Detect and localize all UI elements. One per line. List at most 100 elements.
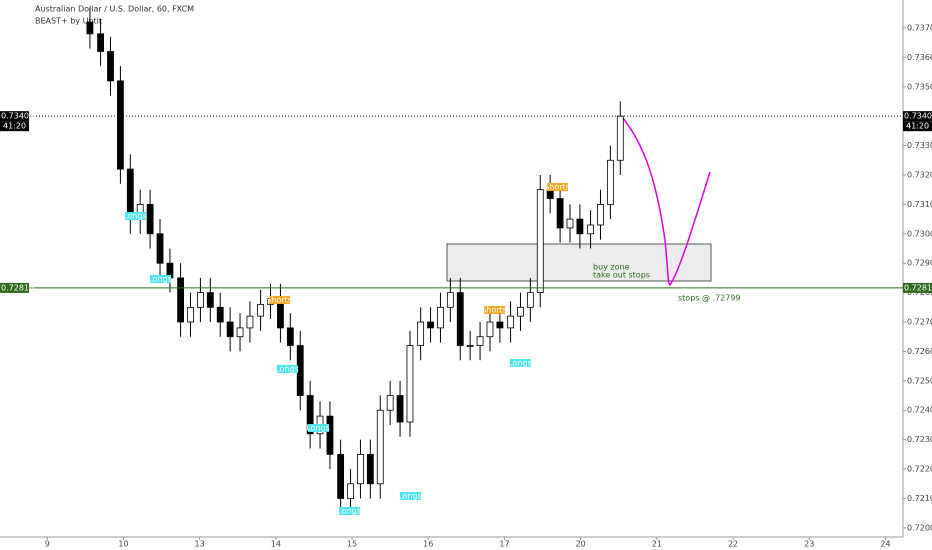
signal-label: Shorts xyxy=(544,183,570,192)
signal-tag xyxy=(510,359,531,367)
candle-body xyxy=(86,21,94,35)
y-tick-label: 0.72300 xyxy=(907,435,932,444)
price-tag xyxy=(0,282,29,293)
x-tick-label: 13 xyxy=(195,540,205,549)
signal-tag xyxy=(400,492,421,500)
signal-label: Longs xyxy=(306,424,330,433)
price-tag-label: 0.73400 xyxy=(904,112,932,121)
candle-body xyxy=(156,233,164,264)
candle-body xyxy=(386,395,394,411)
x-tick-label: 9 xyxy=(45,540,50,549)
signal-label: Shorts xyxy=(481,306,507,315)
signal-tag xyxy=(547,183,568,191)
signal-tag xyxy=(125,212,146,220)
signal-label: Longs xyxy=(337,507,361,516)
zone-label: buy zone xyxy=(593,263,630,272)
candle-body xyxy=(486,321,494,338)
signal-label: Longs xyxy=(508,359,532,368)
y-tick-label: 0.73100 xyxy=(907,200,932,209)
candle-body xyxy=(597,203,604,226)
y-tick-label: 0.73200 xyxy=(907,170,932,179)
y-tick-label: 0.73300 xyxy=(907,141,932,150)
y-tick-label: 0.72500 xyxy=(907,376,932,385)
candle-body xyxy=(517,306,524,317)
candle-body xyxy=(466,345,474,347)
y-tick-label: 0.73500 xyxy=(907,82,932,91)
buy-zone-box xyxy=(446,243,712,282)
x-tick-label: 23 xyxy=(804,540,814,549)
candle-body xyxy=(376,409,384,485)
candle-body xyxy=(226,321,234,338)
x-tick-label: 24 xyxy=(880,540,890,549)
candle-body xyxy=(556,198,564,229)
chart-title: Australian Dollar / U.S. Dollar, 60, FXC… xyxy=(35,5,194,14)
candle-body xyxy=(286,327,294,346)
candle-body xyxy=(616,115,624,161)
price-tag-label: 0.72816 xyxy=(1,283,34,292)
signal-tag xyxy=(339,507,360,515)
y-tick-label: 0.72600 xyxy=(907,347,932,356)
price-tag-sublabel: 41:20 xyxy=(906,122,929,131)
price-tag xyxy=(903,282,932,293)
y-tick-label: 0.72900 xyxy=(907,259,932,268)
price-tag xyxy=(903,121,932,132)
candle-body xyxy=(507,315,514,329)
price-tag xyxy=(0,121,29,132)
candle-body xyxy=(357,453,364,485)
y-tick-label: 0.73700 xyxy=(907,23,932,32)
signal-tag xyxy=(269,296,290,304)
candle-body xyxy=(437,306,444,329)
x-tick-label: 17 xyxy=(499,540,509,549)
signal-tag xyxy=(150,275,171,283)
x-tick-label: 20 xyxy=(576,540,586,549)
candle-body xyxy=(566,218,574,229)
candle-body xyxy=(107,51,114,82)
candle-body xyxy=(146,203,154,235)
candle-body xyxy=(117,80,124,170)
price-tag-sublabel: 41:20 xyxy=(3,122,26,131)
stops-note: stops @ .72799 xyxy=(678,294,741,303)
signal-label: Longs xyxy=(275,365,299,374)
signal-label: Longs xyxy=(148,275,172,284)
indicator-name: BEAST+ by Untit xyxy=(35,17,102,26)
candle-body xyxy=(347,483,354,499)
y-tick-label: 0.73600 xyxy=(907,53,932,62)
candle-body xyxy=(496,321,504,329)
price-tag-label: 0.73400 xyxy=(1,112,34,121)
y-tick-label: 0.72400 xyxy=(907,406,932,415)
x-tick-label: 22 xyxy=(728,540,738,549)
candle-body xyxy=(576,218,584,235)
projection-drawing xyxy=(622,117,711,286)
y-tick-label: 0.72700 xyxy=(907,318,932,327)
candle-body xyxy=(246,315,254,329)
y-tick-label: 0.73000 xyxy=(907,229,932,238)
x-tick-label: 14 xyxy=(271,540,281,549)
candle-body xyxy=(406,345,414,423)
signal-tag xyxy=(308,424,329,432)
candle-body xyxy=(427,321,434,329)
signal-tag xyxy=(484,306,505,314)
candle-body xyxy=(306,395,314,435)
candle-body xyxy=(97,33,104,52)
zone-label: take out stops xyxy=(593,271,650,280)
candle-body xyxy=(526,292,534,308)
signal-label: Longs xyxy=(398,492,422,501)
candle-body xyxy=(587,224,594,235)
candle-body xyxy=(236,327,244,338)
candle-body xyxy=(177,277,185,323)
x-tick-label: 21 xyxy=(652,540,662,549)
candle-body xyxy=(206,292,214,308)
y-tick-label: 0.72100 xyxy=(907,494,932,503)
candle-body xyxy=(536,189,544,294)
candle-body xyxy=(216,306,224,323)
signal-tag xyxy=(277,365,298,373)
candle-body xyxy=(476,336,484,346)
candle-body xyxy=(366,453,374,485)
candle-body xyxy=(446,292,454,308)
x-tick-label: 16 xyxy=(423,540,433,549)
candle-body xyxy=(197,292,204,308)
candle-body xyxy=(606,159,614,205)
candle-body xyxy=(257,303,265,317)
candle-body xyxy=(187,306,194,323)
